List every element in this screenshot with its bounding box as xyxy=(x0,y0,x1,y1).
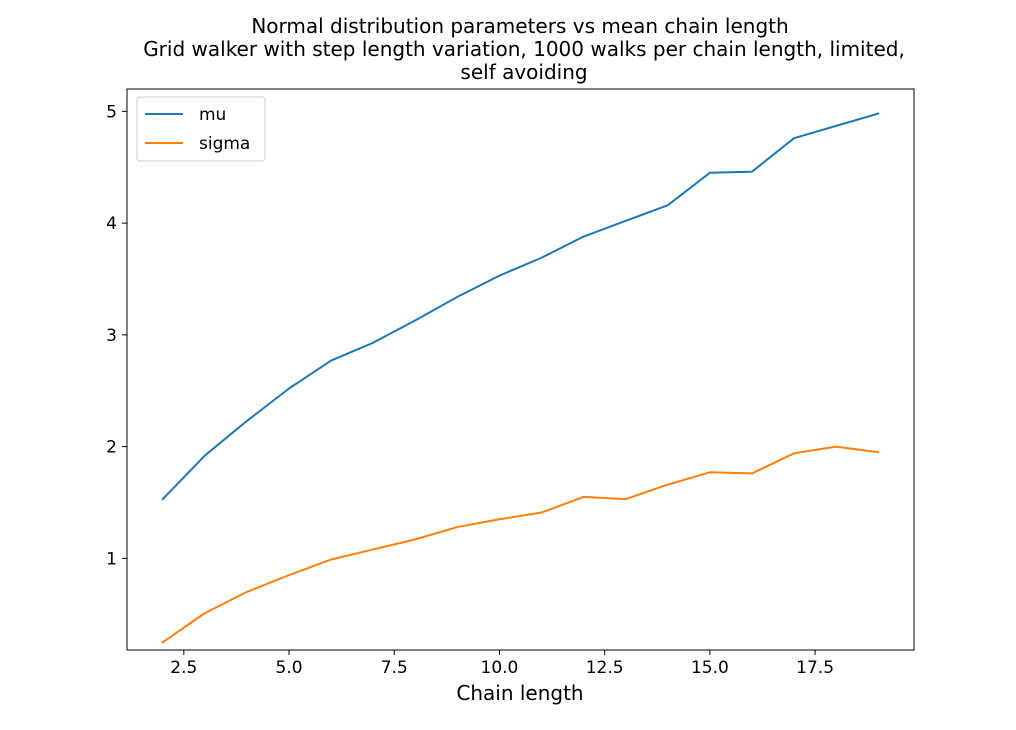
x-tick-label: 5.0 xyxy=(276,658,303,678)
y-tick-label: 2 xyxy=(106,438,117,458)
axes-frame xyxy=(126,88,915,651)
legend-label-mu: mu xyxy=(199,105,226,125)
x-tick-label: 2.5 xyxy=(170,658,197,678)
axes: 2.5 5.0 7.5 10.0 12.5 15.0 17.5 1 2 3 4 5 xyxy=(106,88,915,678)
y-tick-label: 3 xyxy=(106,326,117,346)
legend: mu sigma xyxy=(136,96,266,162)
y-tick-label: 1 xyxy=(106,549,117,569)
title-line-2: Grid walker with step length variation, … xyxy=(143,37,905,61)
x-axis-label: Chain length xyxy=(456,681,583,705)
series-line-mu xyxy=(161,112,880,501)
y-tick-label: 5 xyxy=(106,102,117,122)
y-tick-label: 4 xyxy=(106,214,117,234)
x-tick-label: 15.0 xyxy=(691,658,729,678)
x-tick-label: 10.0 xyxy=(481,658,519,678)
chart-title: Normal distribution parameters vs mean c… xyxy=(143,14,905,84)
series-line-sigma xyxy=(161,445,880,644)
title-line-1: Normal distribution parameters vs mean c… xyxy=(251,14,788,38)
x-tick-label: 12.5 xyxy=(586,658,624,678)
x-tick-label: 7.5 xyxy=(381,658,408,678)
plot-area xyxy=(161,112,880,644)
legend-label-sigma: sigma xyxy=(199,134,250,154)
title-line-3: self avoiding xyxy=(460,60,587,84)
x-tick-label: 17.5 xyxy=(796,658,834,678)
